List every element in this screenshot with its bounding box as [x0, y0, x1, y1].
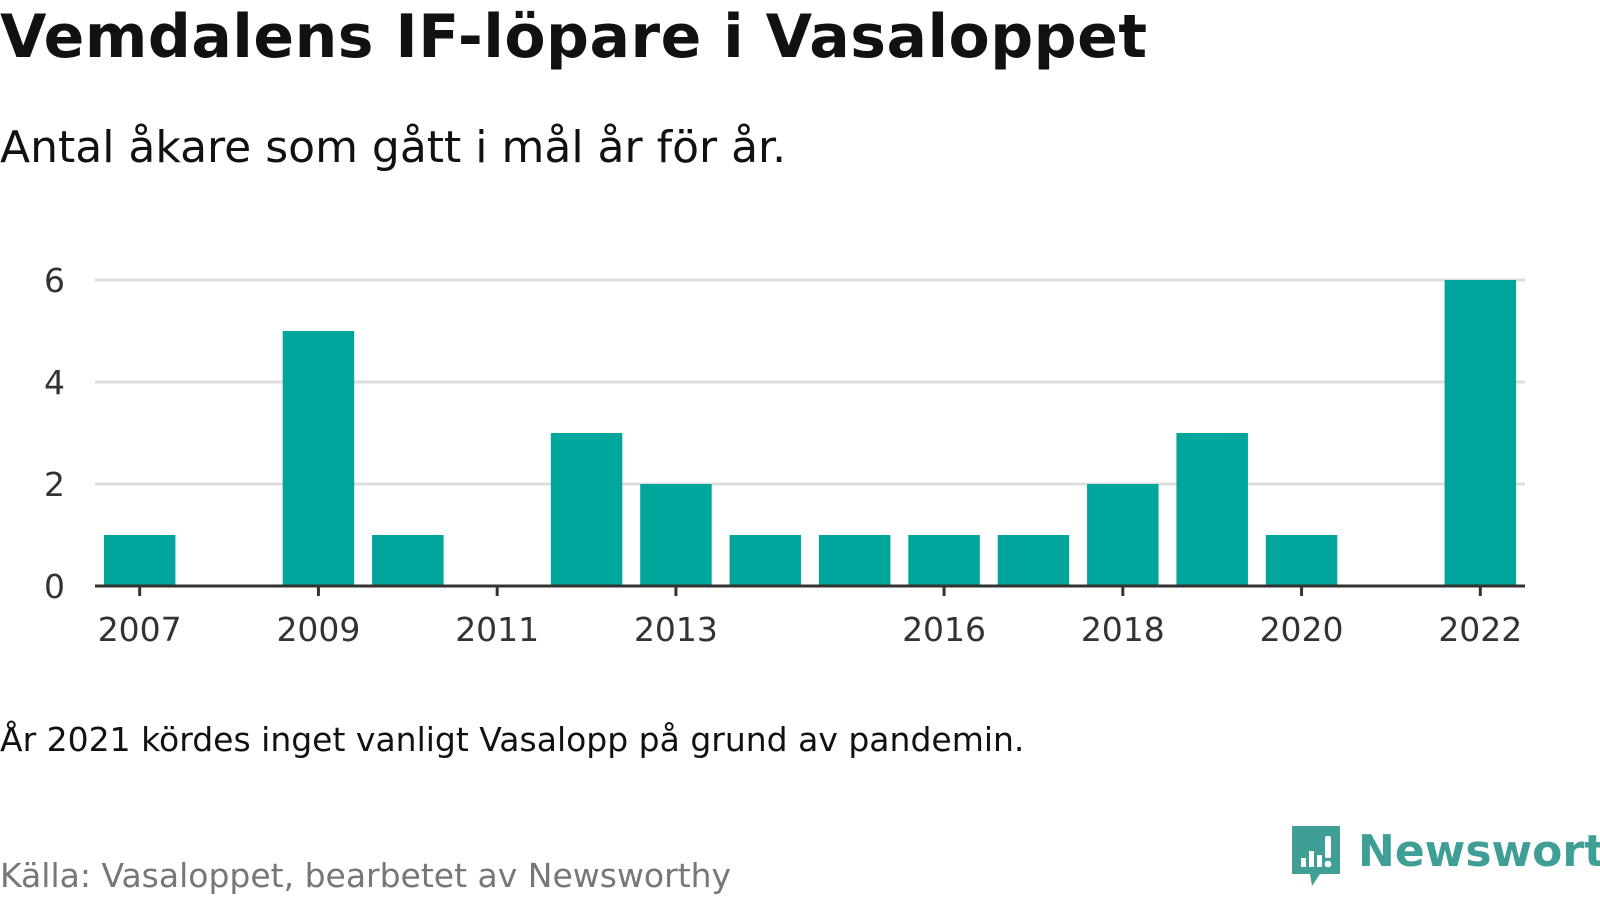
x-tick-label: 2011	[455, 610, 539, 649]
bar-2016	[908, 535, 980, 586]
x-tick-label: 2016	[902, 610, 986, 649]
bar-2018	[1087, 484, 1159, 586]
x-tick-label: 2018	[1081, 610, 1165, 649]
bar-2019	[1176, 433, 1248, 586]
x-tick-label: 2009	[276, 610, 360, 649]
bar-2014	[729, 535, 802, 586]
bar-chart: 0 2 4 6 2007 2009 2011 2013 2016 2018 2020 2022	[44, 261, 1525, 649]
y-tick-label: 6	[44, 261, 65, 300]
source-credit: Källa: Vasaloppet, bearbetet av Newswort…	[0, 856, 732, 895]
x-tick-label: 2020	[1260, 610, 1344, 649]
y-tick-label: 0	[44, 567, 65, 606]
bar-2022	[1444, 280, 1517, 586]
y-tick-label: 4	[44, 363, 65, 402]
brand-logo: Newsworthy	[1290, 820, 1600, 890]
bars	[103, 280, 1517, 586]
bar-2017	[997, 535, 1070, 586]
y-tick-label: 2	[44, 465, 65, 504]
bar-2020	[1265, 535, 1338, 586]
bar-2010	[372, 535, 444, 586]
chart-note: År 2021 kördes inget vanligt Vasalopp på…	[0, 720, 1025, 759]
bar-2015	[818, 535, 891, 586]
axes: 0 2 4 6 2007 2009 2011 2013 2016 2018 2020 2022	[44, 261, 1525, 649]
brand-name: Newsworthy	[1358, 826, 1600, 877]
chart-title: Vemdalens IF-löpare i Vasaloppet	[0, 2, 1148, 72]
x-tick-label: 2013	[634, 610, 718, 649]
x-tick-label: 2007	[98, 610, 182, 649]
bar-2007	[103, 535, 176, 586]
bar-2009	[282, 331, 355, 586]
bar-2012	[550, 433, 623, 586]
newsworthy-logo-icon	[1292, 826, 1340, 886]
x-tick-label: 2022	[1438, 610, 1522, 649]
bar-2013	[640, 484, 712, 586]
chart-subtitle: Antal åkare som gått i mål år för år.	[0, 122, 787, 173]
